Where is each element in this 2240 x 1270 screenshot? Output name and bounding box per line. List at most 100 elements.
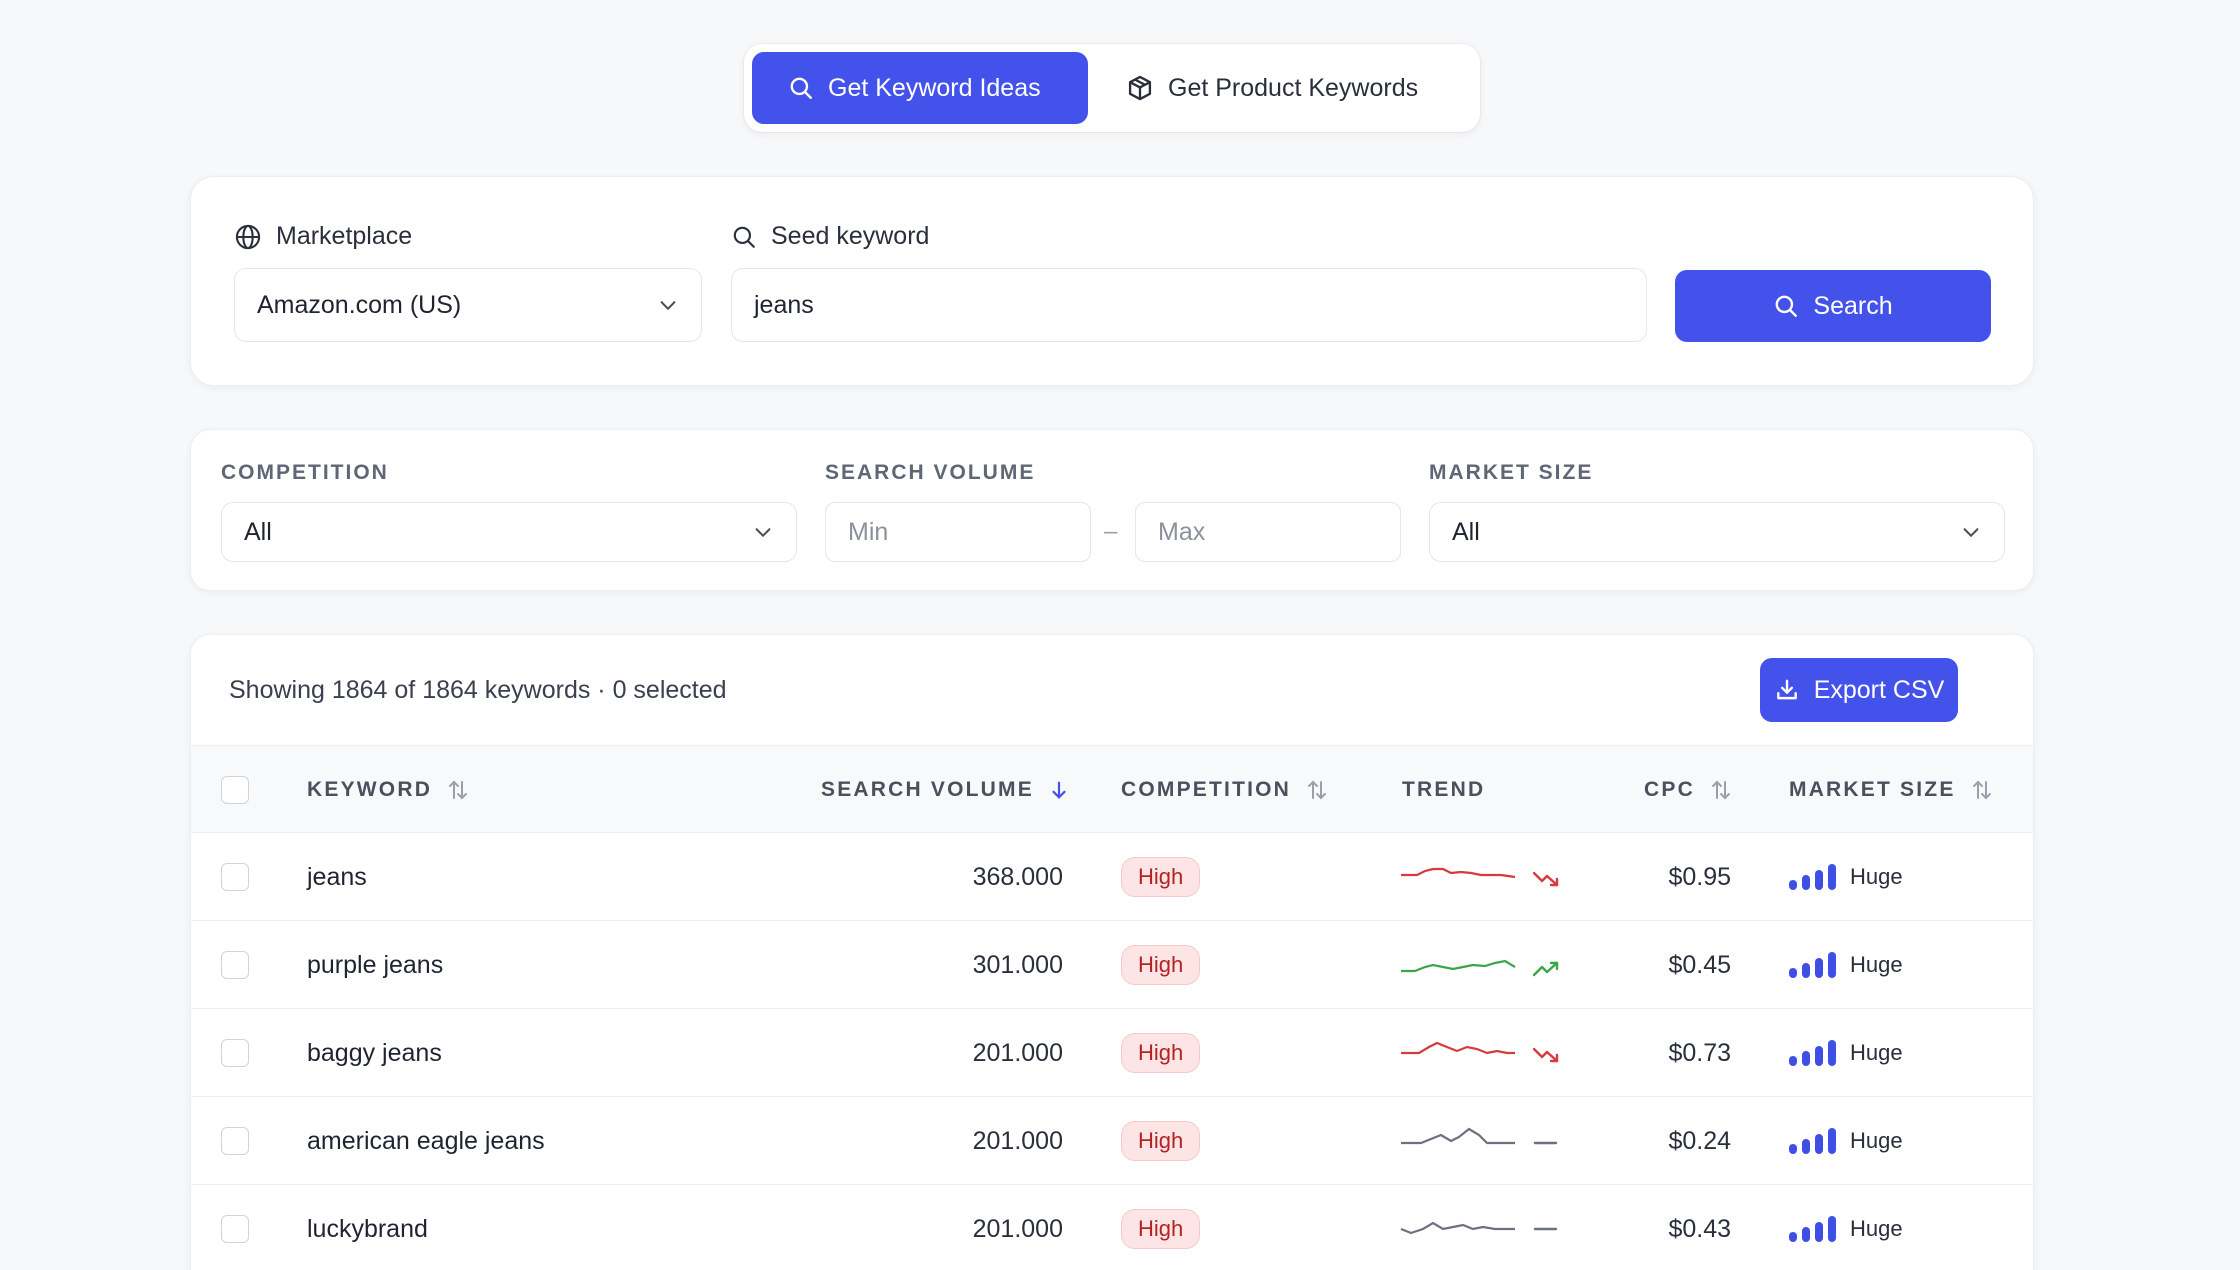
column-header-trend: TREND	[1402, 778, 1486, 801]
competition-cell: High	[1121, 1009, 1201, 1097]
cpc-cell: $0.73	[1668, 1038, 1731, 1067]
marketplace-select[interactable]: Amazon.com (US)	[234, 268, 702, 342]
trend-cell	[1399, 1097, 1569, 1185]
search-volume-cell: 201.000	[972, 1038, 1063, 1067]
filters-card: COMPETITION All SEARCH VOLUME Min – Max …	[190, 429, 2034, 591]
tab-get-product-keywords[interactable]: Get Product Keywords	[1088, 52, 1418, 124]
seed-keyword-value: jeans	[754, 290, 814, 319]
chevron-down-icon	[752, 521, 774, 543]
sort-icon	[1305, 778, 1329, 802]
tab-label: Get Keyword Ideas	[828, 73, 1041, 102]
trend-sparkline	[1401, 1041, 1559, 1063]
market-size-bars-icon	[1789, 1128, 1836, 1154]
column-header-cpc[interactable]: CPC	[1644, 746, 1733, 834]
column-header-keyword[interactable]: KEYWORD	[307, 746, 470, 834]
chevron-down-icon	[657, 294, 679, 316]
table-toolbar: Showing 1864 of 1864 keywords · 0 select…	[191, 635, 2033, 745]
volume-min-input[interactable]: Min	[825, 502, 1091, 562]
trend-down-icon	[1532, 1047, 1559, 1063]
search-icon	[1773, 293, 1799, 319]
column-header-market-size[interactable]: MARKET SIZE	[1789, 746, 1994, 834]
competition-select[interactable]: All	[221, 502, 797, 562]
market-size-value: All	[1452, 517, 1480, 546]
row-checkbox[interactable]	[221, 951, 249, 979]
competition-badge: High	[1121, 945, 1201, 985]
competition-badge: High	[1121, 1033, 1201, 1073]
market-size-cell: Huge	[1789, 1009, 1903, 1097]
keyword-cell: purple jeans	[307, 950, 444, 979]
market-size-label: Huge	[1850, 864, 1903, 889]
search-volume-cell: 201.000	[972, 1126, 1063, 1155]
tab-get-keyword-ideas[interactable]: Get Keyword Ideas	[752, 52, 1088, 124]
market-size-label: Huge	[1850, 1040, 1903, 1065]
search-card: Marketplace Amazon.com (US) Seed keyword…	[190, 176, 2034, 386]
table-row[interactable]: baggy jeans 201.000 High $0.73 Huge	[191, 1009, 2033, 1097]
market-size-select[interactable]: All	[1429, 502, 2005, 562]
table-row[interactable]: purple jeans 301.000 High $0.45 Huge	[191, 921, 2033, 1009]
trend-cell	[1399, 1009, 1569, 1097]
trend-down-icon	[1532, 871, 1559, 887]
trend-sparkline	[1400, 1221, 1558, 1235]
globe-icon	[234, 223, 262, 251]
cpc-cell: $0.45	[1668, 950, 1731, 979]
download-icon	[1774, 677, 1800, 703]
market-size-label: Huge	[1850, 952, 1903, 977]
trend-cell	[1399, 921, 1569, 1009]
trend-sparkline	[1401, 867, 1559, 887]
sort-desc-icon	[1048, 779, 1070, 801]
table-row[interactable]: luckybrand 201.000 High $0.43 Huge	[191, 1185, 2033, 1270]
trend-sparkline	[1401, 959, 1559, 977]
column-header-competition[interactable]: COMPETITION	[1121, 746, 1329, 834]
range-separator: –	[1104, 518, 1118, 545]
marketplace-value: Amazon.com (US)	[257, 290, 462, 319]
mode-tabs: Get Keyword Ideas Get Product Keywords	[744, 44, 1480, 132]
market-size-bars-icon	[1789, 1040, 1836, 1066]
table-row[interactable]: jeans 368.000 High $0.95 Huge	[191, 833, 2033, 921]
trend-sparkline	[1401, 1127, 1558, 1145]
search-volume-cell: 201.000	[972, 1214, 1063, 1243]
table-header: KEYWORD SEARCH VOLUME COMPETITION TREND …	[191, 745, 2033, 833]
market-size-label: Huge	[1850, 1216, 1903, 1241]
sort-icon	[1970, 778, 1994, 802]
trend-cell	[1399, 833, 1569, 921]
search-volume-filter-label: SEARCH VOLUME	[825, 461, 1036, 484]
cpc-cell: $0.24	[1668, 1126, 1731, 1155]
competition-cell: High	[1121, 1097, 1201, 1185]
market-size-cell: Huge	[1789, 1185, 1903, 1270]
export-csv-button[interactable]: Export CSV	[1760, 658, 1958, 722]
market-size-label: Huge	[1850, 1128, 1903, 1153]
tab-label: Get Product Keywords	[1168, 73, 1419, 102]
row-checkbox[interactable]	[221, 863, 249, 891]
volume-min-placeholder: Min	[848, 517, 889, 546]
cpc-cell: $0.95	[1668, 862, 1731, 891]
competition-cell: High	[1121, 921, 1201, 1009]
trend-cell	[1399, 1185, 1569, 1270]
keyword-cell: american eagle jeans	[307, 1126, 545, 1155]
table-row[interactable]: american eagle jeans 201.000 High $0.24 …	[191, 1097, 2033, 1185]
market-size-bars-icon	[1789, 952, 1836, 978]
row-checkbox[interactable]	[221, 1039, 249, 1067]
results-summary: Showing 1864 of 1864 keywords · 0 select…	[229, 675, 727, 704]
market-size-filter-label: MARKET SIZE	[1429, 461, 1594, 484]
market-size-cell: Huge	[1789, 833, 1903, 921]
market-size-bars-icon	[1789, 1216, 1836, 1242]
seed-keyword-input[interactable]: jeans	[731, 268, 1647, 342]
competition-cell: High	[1121, 1185, 1201, 1270]
marketplace-label: Marketplace	[234, 222, 412, 251]
chevron-down-icon	[1960, 521, 1982, 543]
search-volume-cell: 368.000	[972, 862, 1063, 891]
package-icon	[1126, 74, 1154, 102]
search-icon	[788, 75, 814, 101]
sort-icon	[446, 778, 470, 802]
column-header-search-volume[interactable]: SEARCH VOLUME	[821, 746, 1070, 834]
search-button[interactable]: Search	[1675, 270, 1991, 342]
volume-max-input[interactable]: Max	[1135, 502, 1401, 562]
select-all-checkbox[interactable]	[221, 776, 249, 804]
row-checkbox[interactable]	[221, 1127, 249, 1155]
sort-icon	[1709, 778, 1733, 802]
search-icon	[731, 224, 757, 250]
keyword-cell: jeans	[307, 862, 367, 891]
cpc-cell: $0.43	[1668, 1214, 1731, 1243]
competition-badge: High	[1121, 857, 1201, 897]
row-checkbox[interactable]	[221, 1215, 249, 1243]
